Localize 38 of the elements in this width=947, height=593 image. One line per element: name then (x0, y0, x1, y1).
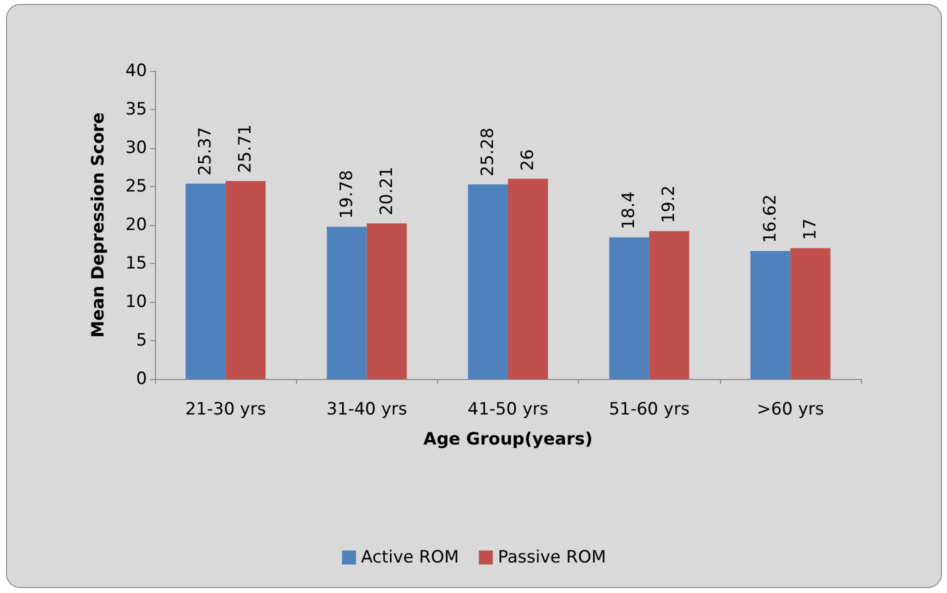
y-axis-title: Mean Depression Score (88, 112, 108, 338)
bar (508, 178, 548, 379)
x-tick-label: 21-30 yrs (185, 400, 266, 420)
data-label: 25.37 (196, 126, 216, 176)
bar (468, 184, 508, 379)
bar (226, 181, 266, 379)
x-axis-title: Age Group(years) (423, 430, 593, 450)
data-label: 19.78 (336, 170, 357, 219)
data-label: 17 (800, 218, 820, 240)
data-label: 20.21 (376, 166, 397, 216)
x-tick-label: 31-40 yrs (326, 400, 408, 420)
data-label: 26 (518, 149, 538, 171)
y-tick-label: 5 (136, 330, 147, 350)
y-tick-label: 20 (125, 215, 147, 235)
bar (186, 184, 226, 379)
bar (750, 251, 790, 379)
y-tick-label: 10 (125, 292, 147, 312)
data-label: 16.62 (760, 194, 780, 244)
bar (649, 231, 690, 379)
bar (609, 237, 650, 379)
data-label: 25.28 (478, 128, 498, 176)
legend-label: Active ROM (361, 548, 459, 568)
x-tick-label: >60 yrs (756, 400, 824, 420)
bar (790, 248, 830, 379)
x-tick-label: 41-50 yrs (468, 400, 548, 420)
y-tick-label: 40 (125, 61, 147, 81)
y-tick-label: 35 (125, 100, 147, 120)
bar (326, 226, 367, 379)
data-label: 18.4 (619, 191, 640, 230)
x-tick-label: 51-60 yrs (608, 400, 690, 420)
data-label: 25.71 (236, 124, 256, 174)
bar (366, 223, 407, 379)
data-label: 19.2 (659, 185, 680, 224)
y-tick-label: 30 (125, 138, 147, 158)
y-tick-label: 0 (136, 369, 147, 389)
y-tick-label: 25 (125, 176, 147, 196)
y-tick-label: 15 (125, 254, 147, 274)
legend-label: Passive ROM (498, 548, 606, 568)
